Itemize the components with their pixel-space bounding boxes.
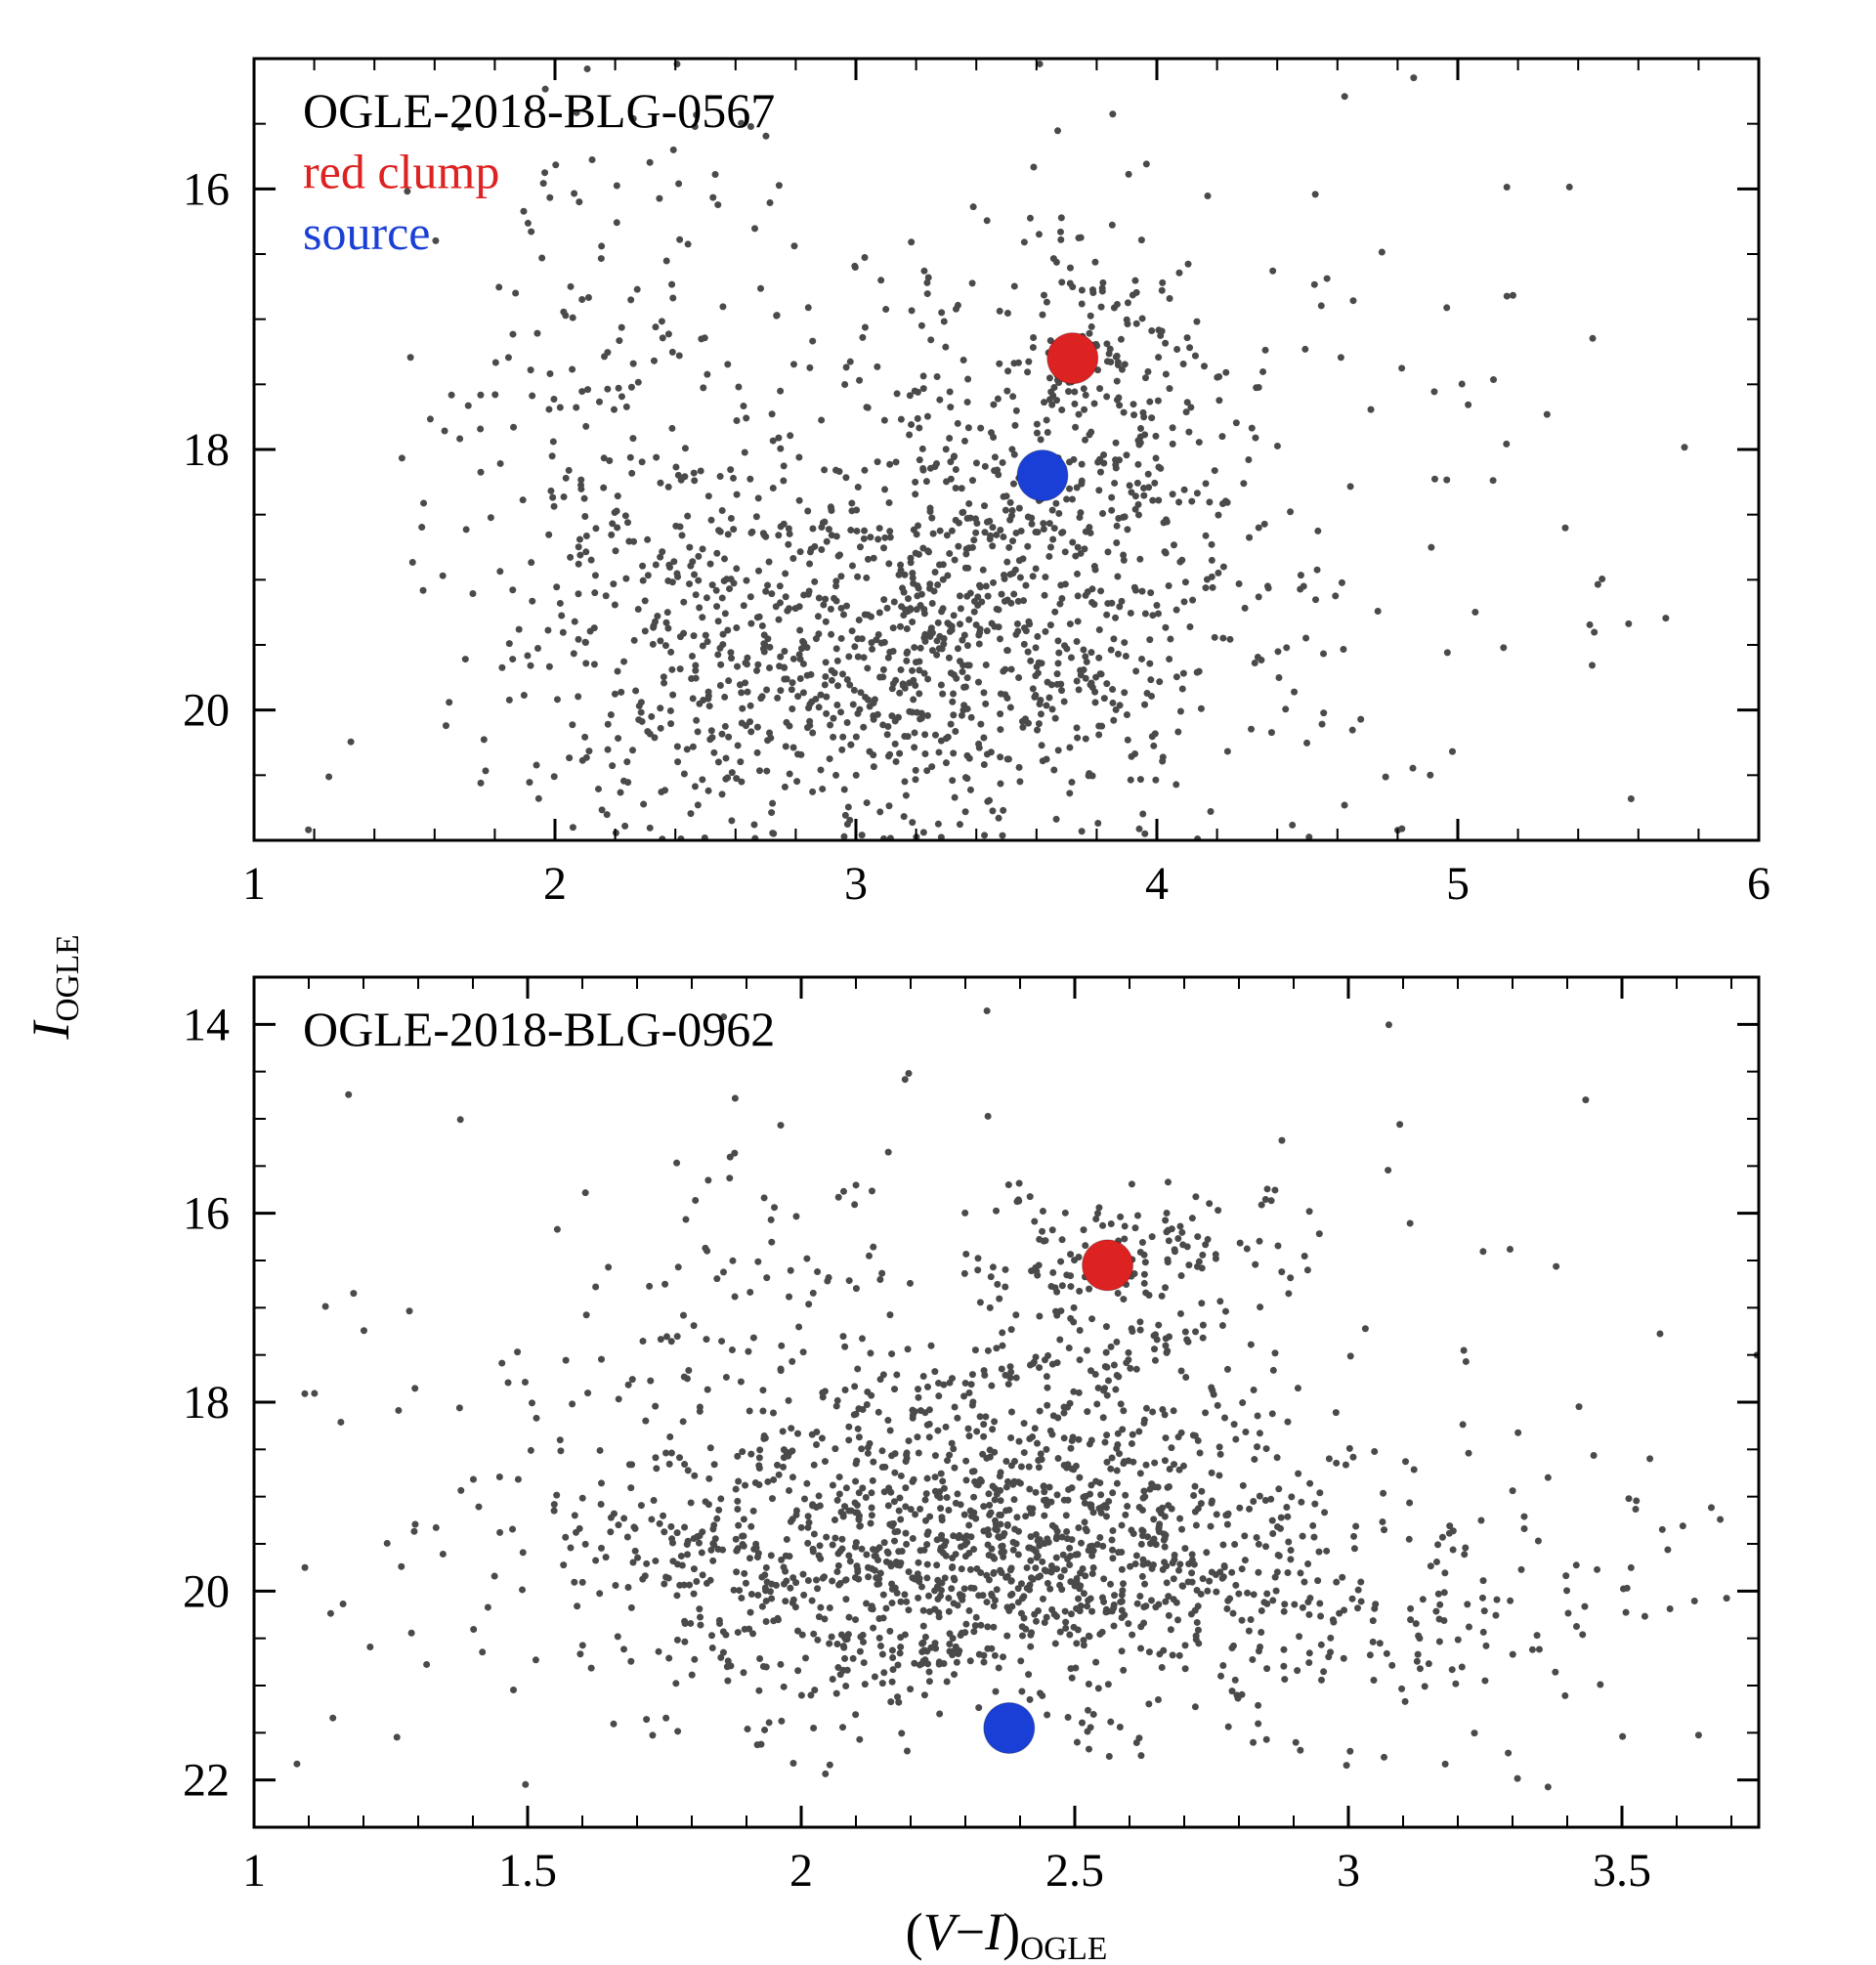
background-stars [305, 61, 1687, 842]
source-marker [984, 1703, 1035, 1754]
x-axis-label: (V−I)OGLE [906, 1902, 1108, 1965]
ytick-label: 22 [183, 1755, 230, 1807]
ytick-label: 18 [183, 424, 230, 476]
xtick-label: 2 [789, 1845, 813, 1897]
panel-frame [254, 977, 1759, 1827]
background-stars [293, 1007, 1760, 1790]
panel-top: 1 2 3 4 5 6 16 18 20 OGLE-2018-BLG-0567 red clump s… [183, 59, 1770, 910]
cmd-scatter-figure: 1 2 3 4 5 6 16 18 20 OGLE-2018-BLG-0567 red clump s… [0, 0, 1876, 1965]
y-axis-label: IOGLE [21, 934, 86, 1040]
ytick-label: 20 [183, 1565, 230, 1617]
xtick-label: 1 [242, 858, 266, 910]
ytick-label: 16 [183, 1188, 230, 1240]
xtick-label: 4 [1145, 858, 1169, 910]
ytick-label: 20 [183, 685, 230, 737]
xtick-label: 1.5 [498, 1845, 557, 1897]
legend-entry: red clump [303, 145, 499, 199]
ytick-label: 14 [183, 999, 230, 1050]
xtick-label: 2 [543, 858, 567, 910]
xtick-label: 1 [242, 1845, 266, 1897]
xtick-label: 3 [844, 858, 868, 910]
xtick-label: 5 [1446, 858, 1470, 910]
red-clump-marker [1083, 1240, 1133, 1291]
legend-entry: OGLE-2018-BLG-0567 [303, 83, 775, 138]
xtick-label: 2.5 [1045, 1845, 1104, 1897]
red-clump-marker [1047, 333, 1098, 384]
ytick-label: 18 [183, 1377, 230, 1429]
xtick-label: 3.5 [1593, 1845, 1651, 1897]
xtick-label: 6 [1747, 858, 1770, 910]
legend-entry: source [303, 205, 431, 260]
source-marker [1017, 450, 1068, 501]
ytick-label: 16 [183, 163, 230, 215]
legend-entry: OGLE-2018-BLG-0962 [303, 1002, 775, 1056]
panel-bottom: 1 1.5 2 2.5 3 3.5 14 16 18 20 22 OGLE-2018-BLG-0962 [183, 977, 1761, 1897]
xtick-label: 3 [1337, 1845, 1360, 1897]
